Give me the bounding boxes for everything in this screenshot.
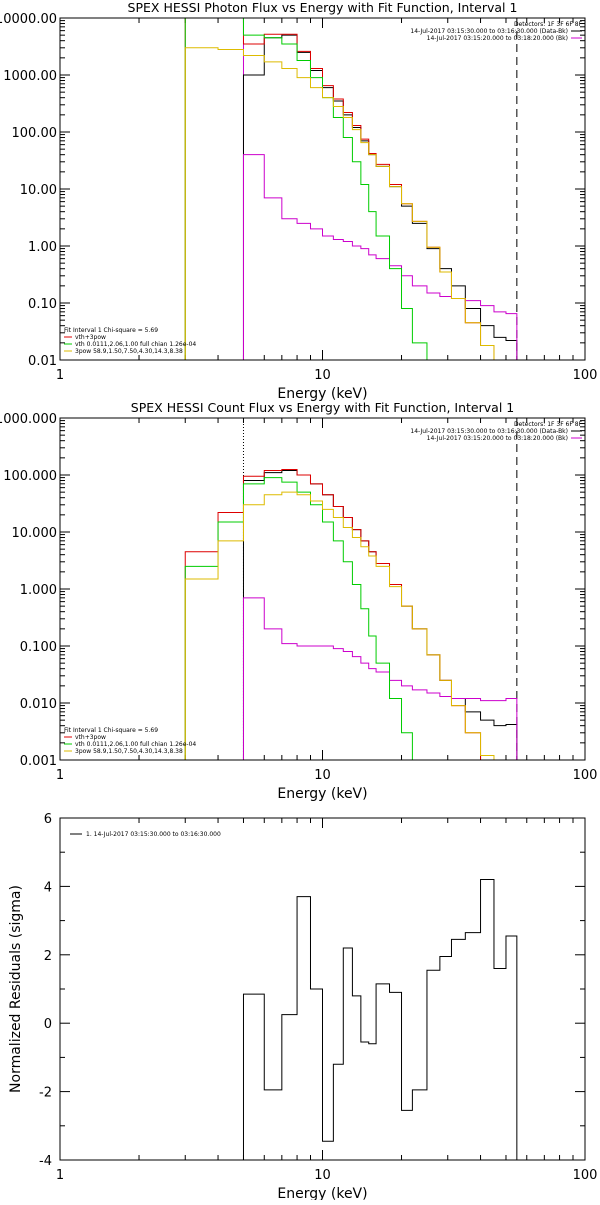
x-tick-label: 100 <box>573 1168 598 1183</box>
legend-label: vth+3pow <box>75 734 106 741</box>
series-line-2 <box>184 18 495 360</box>
y-axis-label: Normalized Residuals (sigma) <box>8 885 24 1093</box>
plot-area <box>184 18 518 360</box>
x-tick-label: 10 <box>314 368 331 383</box>
legend-label: vth+3pow <box>75 334 106 341</box>
series-line-4 <box>184 47 495 360</box>
y-tick-label: 100.00 <box>12 126 58 141</box>
x-axis-label: Energy (keV) <box>277 386 367 402</box>
legend-label: 1. 14-Jul-2017 03:15:30.000 to 03:16:30.… <box>86 831 221 838</box>
x-axis-label: Energy (keV) <box>277 786 367 802</box>
time-range-bk: 14-Jul-2017 03:15:20.000 to 03:18:20.000… <box>427 435 568 442</box>
y-tick-label: 4 <box>44 880 52 895</box>
legend-label: vth 0.0111,2.06,1.00 full chian 1.26e-04 <box>75 341 196 348</box>
y-tick-label: -2 <box>39 1086 52 1101</box>
series-line-4 <box>184 491 495 760</box>
y-tick-label: 0.10 <box>28 297 57 312</box>
time-range-data: 14-Jul-2017 03:15:30.000 to 03:16:30.000… <box>410 28 568 35</box>
y-tick-label: 1.00 <box>28 240 57 255</box>
y-tick-label: 0.100 <box>20 640 57 655</box>
chart-panel-3: 1 10 100 Energy (keV) 6 4 2 0 -2 -4 Normalized Res… <box>8 812 598 1202</box>
x-tick-label: 100 <box>573 368 598 383</box>
x-tick-label: 1 <box>56 1168 64 1183</box>
fit-info: Fit Interval 1 Chi-square = 5.69 <box>64 327 158 334</box>
y-tick-label: 0.010 <box>20 697 57 712</box>
legend-label: 3pow 58.9,1.50,7.50,4.30,14.3,8.38 <box>75 748 183 755</box>
y-tick-label: 2 <box>44 949 52 964</box>
y-tick-label: 100.000 <box>3 469 57 484</box>
detectors-label: Detectors: 1F 3F 6F 8F <box>514 421 583 428</box>
plot-frame <box>59 17 586 361</box>
y-tick-label: 0 <box>44 1017 52 1032</box>
y-tick-label: -4 <box>39 1154 52 1169</box>
y-tick-label: 1000.00 <box>3 69 57 84</box>
x-tick-label: 1 <box>56 768 64 783</box>
x-tick-label: 10 <box>314 768 331 783</box>
plot-area <box>242 879 518 1160</box>
time-range-bk: 14-Jul-2017 03:15:20.000 to 03:18:20.000… <box>427 35 568 42</box>
y-tick-label: 1.000 <box>20 583 57 598</box>
series-line-1 <box>242 154 518 360</box>
y-tick-label: 0.01 <box>28 354 57 369</box>
detectors-label: Detectors: 1F 3F 6F 8F <box>514 21 583 28</box>
y-tick-label: 0.001 <box>20 754 57 769</box>
chart-panel-1: SPEX HESSI Photon Flux vs Energy with Fi… <box>0 0 597 402</box>
series-line-1 <box>242 597 518 760</box>
y-tick-label: 10.00 <box>20 183 57 198</box>
y-tick-label: 1000.000 <box>0 412 57 427</box>
x-tick-label: 100 <box>573 768 598 783</box>
series-line-3 <box>184 18 428 360</box>
plot-area <box>184 468 518 760</box>
time-range-data: 14-Jul-2017 03:15:30.000 to 03:16:30.000… <box>410 428 568 435</box>
chart-title: SPEX HESSI Count Flux vs Energy with Fit… <box>131 400 514 415</box>
legend-label: vth 0.0111,2.06,1.00 full chian 1.26e-04 <box>75 741 196 748</box>
y-tick-label: 10.000 <box>12 526 58 541</box>
x-tick-label: 1 <box>56 368 64 383</box>
plot-frame <box>59 817 586 1161</box>
series-line-3 <box>184 477 413 760</box>
legend-label: 3pow 58.9,1.50,7.50,4.30,14.3,8.38 <box>75 348 183 355</box>
series-line-0 <box>242 879 518 1160</box>
x-axis-label: Energy (keV) <box>277 1186 367 1200</box>
series-line-0 <box>242 34 518 360</box>
y-tick-label: 6 <box>44 812 52 827</box>
series-line-0 <box>242 469 518 760</box>
chart-title: SPEX HESSI Photon Flux vs Energy with Fi… <box>128 0 518 15</box>
plot-frame <box>59 417 586 761</box>
y-tick-label: 10000.00 <box>0 12 57 27</box>
x-tick-label: 10 <box>314 1168 331 1183</box>
fit-info: Fit Interval 1 Chi-square = 5.69 <box>64 727 158 734</box>
chart-panel-2: SPEX HESSI Count Flux vs Energy with Fit… <box>0 400 597 802</box>
